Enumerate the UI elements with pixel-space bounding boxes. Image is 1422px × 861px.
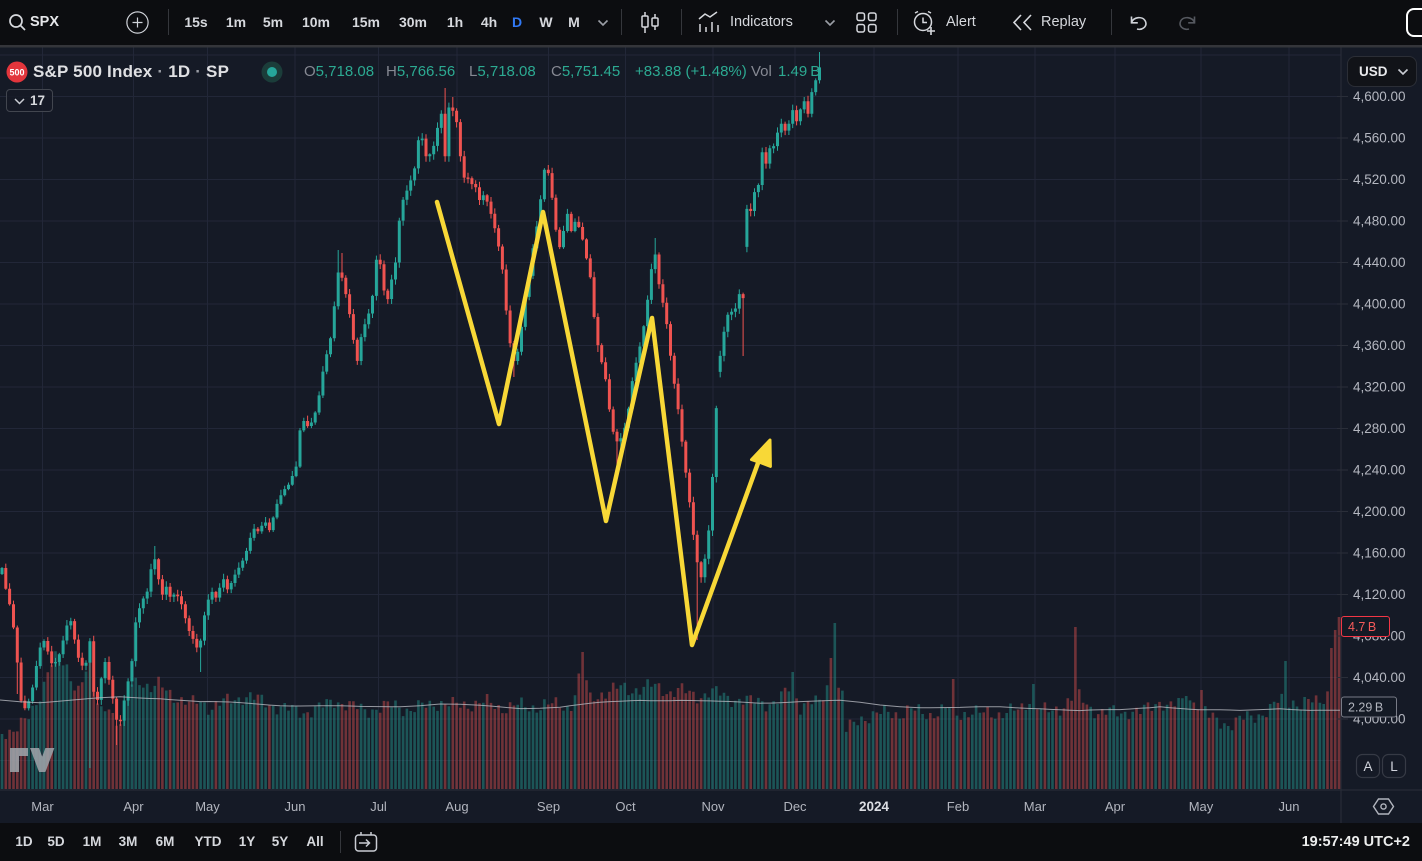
svg-text:500: 500 <box>9 68 24 78</box>
svg-text:May: May <box>195 799 220 814</box>
svg-text:Sep: Sep <box>537 799 560 814</box>
svg-text:Mar: Mar <box>1024 799 1047 814</box>
svg-text:Nov: Nov <box>701 799 725 814</box>
svg-text:Apr: Apr <box>123 799 144 814</box>
svg-text:A: A <box>1363 759 1372 774</box>
svg-text:Oct: Oct <box>615 799 636 814</box>
svg-text:4,440.00: 4,440.00 <box>1353 255 1406 270</box>
svg-text:4,280.00: 4,280.00 <box>1353 421 1406 436</box>
svg-text:4,040.00: 4,040.00 <box>1353 670 1406 685</box>
svg-text:Apr: Apr <box>1105 799 1126 814</box>
svg-text:Jun: Jun <box>285 799 306 814</box>
svg-text:May: May <box>1189 799 1214 814</box>
svg-text:4,160.00: 4,160.00 <box>1353 546 1406 561</box>
svg-text:2024: 2024 <box>859 799 890 814</box>
svg-text:Jun: Jun <box>1279 799 1300 814</box>
svg-text:4,520.00: 4,520.00 <box>1353 172 1406 187</box>
svg-text:4,600.00: 4,600.00 <box>1353 89 1406 104</box>
svg-text:Dec: Dec <box>783 799 807 814</box>
svg-text:Jul: Jul <box>370 799 387 814</box>
svg-text:4,200.00: 4,200.00 <box>1353 504 1406 519</box>
svg-text:2.29 B: 2.29 B <box>1348 701 1383 715</box>
svg-text:Feb: Feb <box>947 799 969 814</box>
svg-text:4,320.00: 4,320.00 <box>1353 380 1406 395</box>
svg-text:Aug: Aug <box>445 799 468 814</box>
svg-text:4,560.00: 4,560.00 <box>1353 131 1406 146</box>
svg-text:4,480.00: 4,480.00 <box>1353 214 1406 229</box>
svg-text:L: L <box>1390 759 1398 774</box>
svg-text:4,360.00: 4,360.00 <box>1353 338 1406 353</box>
svg-text:4.7 B: 4.7 B <box>1348 620 1376 634</box>
svg-text:4,120.00: 4,120.00 <box>1353 587 1406 602</box>
svg-text:4,400.00: 4,400.00 <box>1353 297 1406 312</box>
svg-text:Mar: Mar <box>31 799 54 814</box>
svg-text:4,240.00: 4,240.00 <box>1353 463 1406 478</box>
